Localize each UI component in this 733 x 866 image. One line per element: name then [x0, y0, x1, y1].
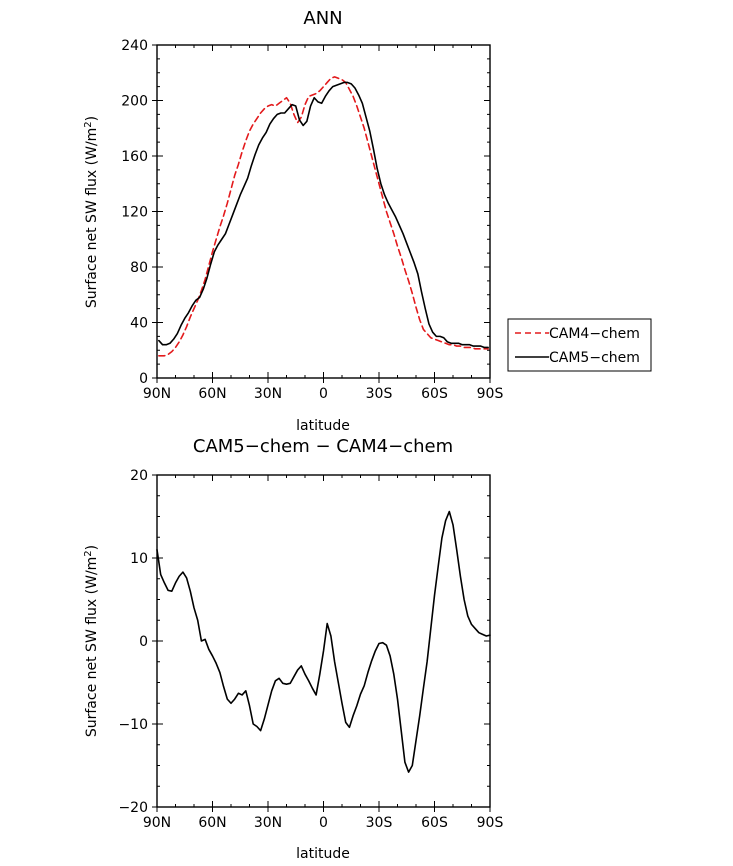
bottom-x-tick-label: 30N — [254, 815, 282, 831]
top-y-tick-label: 160 — [121, 149, 148, 165]
bottom-plot-frame — [156, 474, 491, 808]
bottom-x-tick-label: 90S — [477, 815, 504, 831]
top-x-tick-label: 90N — [143, 386, 171, 402]
bottom-y-tick-label: 10 — [130, 551, 148, 567]
top-y-tick-label: 120 — [121, 205, 148, 221]
bottom-chart-axes-group: 90N 60N 30N 0 30S 60S 90S −20 −10 0 10 20 — [118, 468, 503, 831]
top-x-axis-label: latitude — [296, 418, 350, 434]
bottom-x-axis-label: latitude — [296, 846, 350, 862]
top-x-tick-label: 60N — [198, 386, 226, 402]
bottom-y-tick-label: 20 — [130, 468, 148, 484]
bottom-chart-title: CAM5−chem − CAM4−chem — [193, 436, 453, 457]
top-legend-box — [507, 318, 652, 372]
bottom-x-tick-label: 60N — [198, 815, 226, 831]
bottom-y-tick-label: 0 — [139, 634, 148, 650]
top-x-tick-label: 0 — [319, 386, 328, 402]
bottom-chart-series-group — [156, 510, 491, 773]
top-y-tick-label: 40 — [130, 316, 148, 332]
top-series-line-0 — [158, 76, 489, 357]
top-x-tick-label: 30S — [366, 386, 393, 402]
top-y-axis-label-main: Surface net SW flux (W/m — [84, 128, 100, 308]
top-chart-axes-group: 90N 60N 30N 0 30S 60S 90S 0 40 80 120 160 200 240 — [121, 38, 503, 402]
top-x-tick-label: 90S — [477, 386, 504, 402]
top-y-tick-label: 200 — [121, 94, 148, 110]
bottom-x-tick-label: 90N — [143, 815, 171, 831]
top-chart-panel: ANN 90N 60N 30N 0 30S 60S 90S 0 40 80 120 160 200 240… — [83, 8, 652, 434]
bottom-x-tick-label: 30S — [366, 815, 393, 831]
top-y-axis-label-superscript: 2 — [83, 121, 94, 127]
top-y-axis-label-end: ) — [84, 116, 100, 121]
bottom-y-axis-label: Surface net SW flux (W/m2) — [83, 545, 100, 737]
top-chart-series-group — [158, 76, 489, 357]
top-y-tick-label: 240 — [121, 38, 148, 54]
top-x-tick-label: 30N — [254, 386, 282, 402]
bottom-y-tick-label: −20 — [118, 800, 148, 816]
bottom-series-line-0 — [156, 510, 491, 773]
top-chart-legend: CAM4−chem CAM5−chem — [507, 318, 652, 372]
top-x-tick-label: 60S — [421, 386, 448, 402]
bottom-y-axis-label-superscript: 2 — [83, 550, 94, 556]
top-chart-title: ANN — [303, 8, 342, 29]
top-y-tick-label: 80 — [130, 260, 148, 276]
bottom-x-tick-label: 0 — [319, 815, 328, 831]
top-legend-cam4-label: CAM4−chem — [549, 326, 640, 342]
top-y-tick-label: 0 — [139, 371, 148, 387]
bottom-y-axis-label-main: Surface net SW flux (W/m — [84, 557, 100, 737]
top-series-line-1 — [158, 81, 489, 349]
top-legend-cam5-label: CAM5−chem — [549, 350, 640, 366]
top-y-axis-label: Surface net SW flux (W/m2) — [83, 116, 100, 308]
top-plot-frame — [156, 44, 491, 379]
bottom-y-axis-label-end: ) — [84, 545, 100, 550]
bottom-x-tick-label: 60S — [421, 815, 448, 831]
bottom-chart-panel: CAM5−chem − CAM4−chem 90N 60N 30N 0 30S 60S 90… — [83, 436, 503, 862]
bottom-y-tick-label: −10 — [118, 717, 148, 733]
